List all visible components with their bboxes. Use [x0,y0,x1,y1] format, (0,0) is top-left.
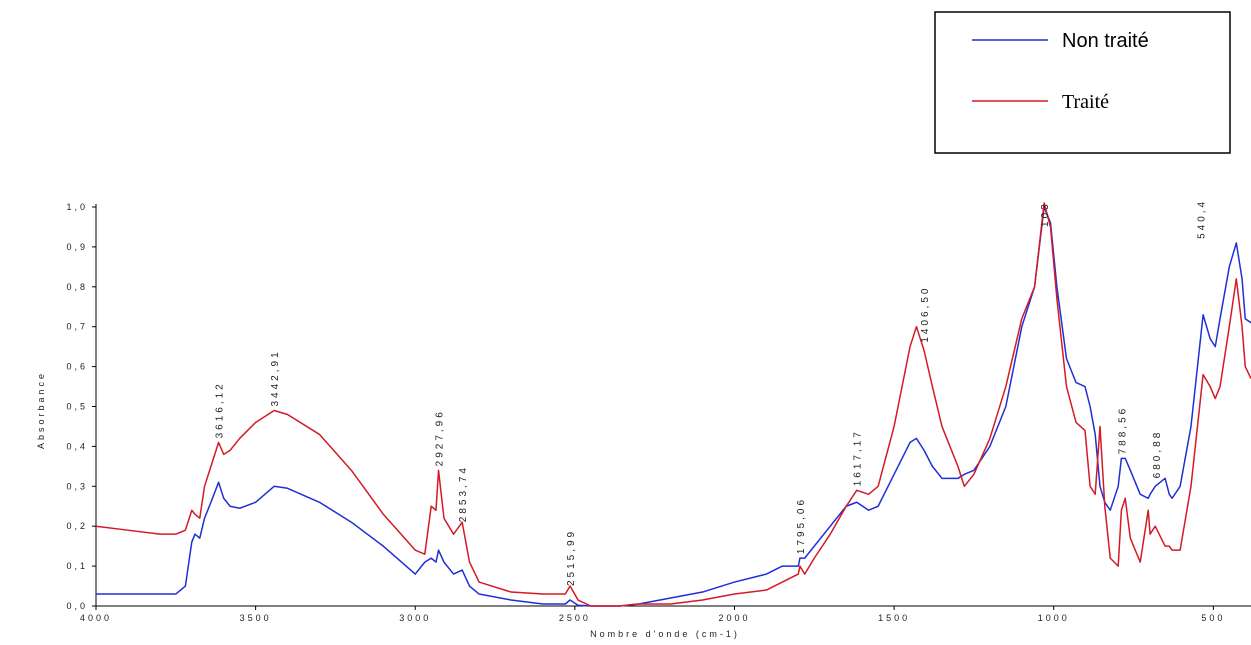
legend-box [934,11,1231,154]
y-tick-label: 0,2 [66,521,88,531]
legend-label: Non traité [1062,30,1149,52]
x-tick-label: 1000 [1038,613,1070,623]
y-tick-label: 0,7 [66,322,88,332]
peak-label: 1617,17 [853,429,864,486]
x-tick-label: 2000 [718,613,750,623]
y-tick-label: 0,3 [66,481,88,491]
peak-label: 2927,96 [435,409,446,466]
peak-label: 788,56 [1117,406,1128,455]
y-tick-label: 0,8 [66,282,88,292]
peak-label: 3616,12 [215,381,226,438]
x-tick-label: 500 [1201,613,1225,623]
peak-label: 3442,91 [270,349,281,406]
peak-label: 680,88 [1152,430,1163,479]
y-tick-label: 0,6 [66,362,88,372]
y-tick-label: 0,5 [66,402,88,412]
x-tick-label: 4000 [80,613,112,623]
peak-label: 2515,99 [566,529,577,586]
x-axis-title: Nombre d'onde (cm-1) [590,629,740,639]
peak-label: 103 [1040,201,1051,227]
y-tick-label: 0,4 [66,441,88,451]
x-tick-label: 3500 [240,613,272,623]
y-tick-label: 1,0 [66,202,88,212]
y-tick-label: 0,0 [66,601,88,611]
x-tick-label: 3000 [399,613,431,623]
peak-label: 1406,50 [920,286,931,343]
peak-label: 2853,74 [458,465,469,522]
y-tick-label: 0,9 [66,242,88,252]
peak-label: 1795,06 [796,497,807,554]
legend-label: Traité [1062,91,1109,113]
peak-label: 540,4 [1197,199,1208,239]
y-tick-label: 0,1 [66,561,88,571]
x-tick-label: 1500 [878,613,910,623]
y-axis-title: Absorbance [36,371,46,449]
x-tick-label: 2500 [559,613,591,623]
series-line [95,202,1251,607]
